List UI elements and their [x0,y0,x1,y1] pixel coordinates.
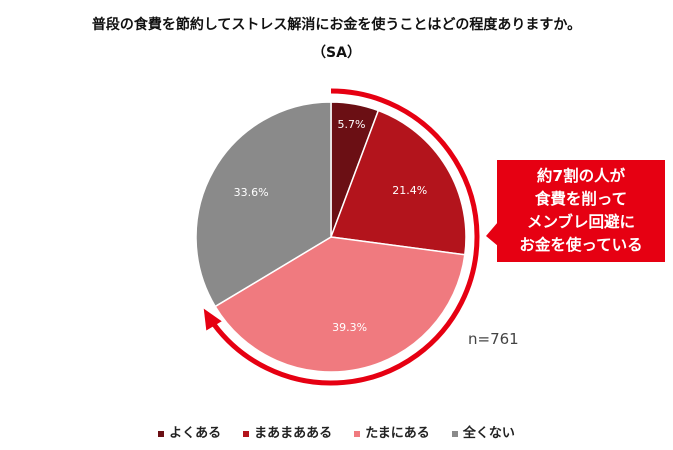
data-label: 21.4% [392,184,427,197]
legend: よくある まあまあある たまにある 全くない [0,422,673,441]
arrowhead [203,308,222,331]
legend-item: よくある [158,422,221,441]
chart-title: 普段の食費を節約してストレス解消にお金を使うことはどの程度ありますか。 [91,17,582,33]
annotation-line: メンブレ回避に [526,213,636,231]
annotation-line: 約7割の人が [536,167,626,185]
annotation-line: お金を使っている [519,236,643,254]
legend-item: 全くない [451,422,515,441]
annotation-callout: 約7割の人が 食費を削って メンブレ回避に お金を使っている [497,160,665,262]
legend-label: たまにある [365,426,430,441]
legend-swatch [243,430,250,437]
legend-swatch [451,430,458,437]
data-label: 33.6% [234,186,269,199]
legend-item: たまにある [354,422,430,441]
legend-swatch [354,430,361,437]
pie-slice [214,236,466,373]
sample-size: n=761 [468,330,519,348]
pie-slice [195,101,332,308]
legend-swatch [158,430,165,437]
chart-subtitle: （SA） [312,45,361,61]
legend-label: まあまあある [254,426,333,441]
data-label: 5.7% [337,118,365,131]
highlight-arc [211,88,480,386]
data-label: 39.3% [332,321,367,334]
legend-item: まあまあある [243,422,332,441]
callout-pointer [486,222,498,246]
pie-slice [329,109,467,256]
legend-label: よくある [169,426,222,441]
annotation-line: 食費を削って [534,190,628,208]
legend-label: 全くない [462,426,515,441]
